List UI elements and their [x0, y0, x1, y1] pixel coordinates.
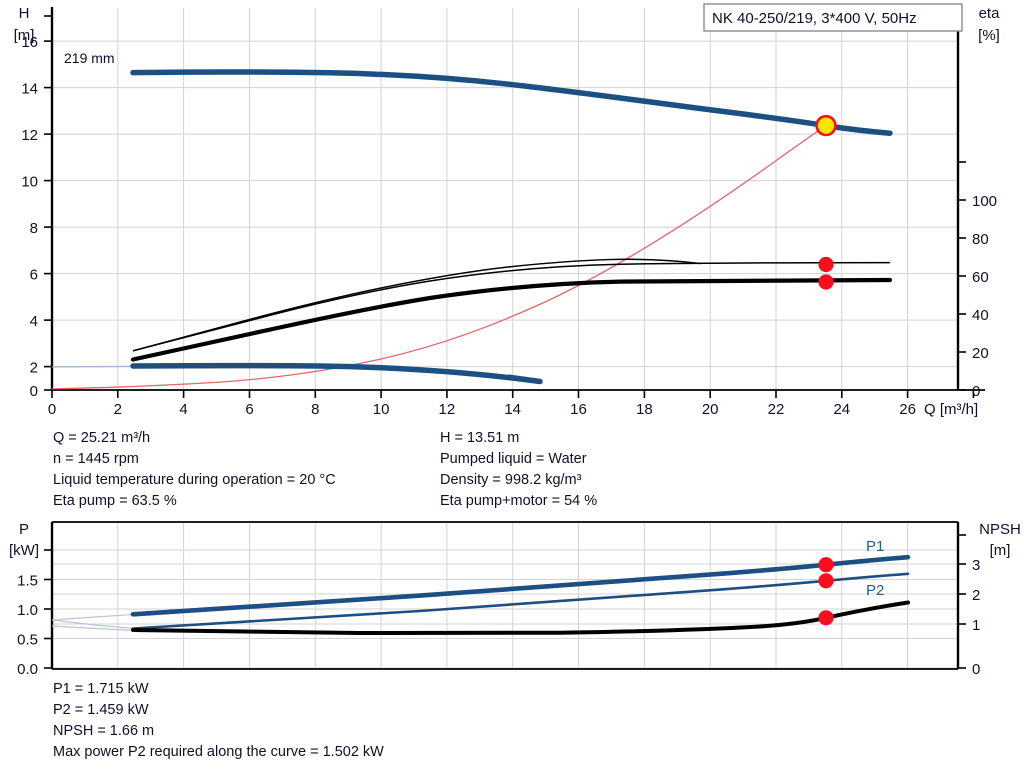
bottom-y-tick-2: 1.0	[17, 602, 38, 619]
top-chart-grid	[52, 8, 958, 390]
duty-point-eta-pump	[818, 274, 834, 290]
bottom-chart-right-ticks	[958, 534, 966, 669]
top-x-tick-18: 18	[636, 401, 653, 418]
info-left-line-2: n = 1445 rpm	[53, 451, 139, 467]
bottom-y-tick-1: 0.5	[17, 632, 38, 649]
top-chart-right-ticks	[958, 161, 966, 391]
top-x-tick-26: 26	[899, 401, 916, 418]
info-left-line-1: Q = 25.21 m³/h	[53, 430, 150, 446]
results-data-block: P1 = 1.715 kW P2 = 1.459 kW NPSH = 1.66 …	[53, 681, 384, 760]
top-x-tick-4: 4	[179, 401, 187, 418]
top-chart-y-left-title-1: H	[19, 5, 30, 22]
info-bottom-line-3: NPSH = 1.66 m	[53, 723, 154, 739]
eta-pump-curve	[130, 277, 893, 362]
bottom-chart-y-left-title-1: P	[19, 521, 29, 538]
top-y-tick-2: 2	[30, 360, 38, 377]
bottom-chart-left-ticks	[44, 549, 52, 669]
bottom-chart-frame	[50, 521, 960, 670]
top-y-tick-0: 0	[30, 383, 38, 400]
bottom-y-tick-3: 1.5	[17, 573, 38, 590]
top-y-tick-16: 16	[21, 34, 38, 51]
info-right-line-1: H = 13.51 m	[440, 430, 519, 446]
duty-point-eta-pump-motor	[818, 256, 834, 273]
head-curve	[130, 362, 543, 385]
top-y-tick-10: 10	[21, 174, 38, 191]
info-bottom-line-1: P1 = 1.715 kW	[53, 681, 149, 697]
top-x-tick-8: 8	[311, 401, 319, 418]
top-x-tick-12: 12	[439, 401, 456, 418]
bottom-y-tick-0: 0.0	[17, 661, 38, 678]
top-chart-left-ticks	[44, 15, 52, 391]
bottom-y2-tick-1: 1	[972, 617, 980, 634]
info-left-line-3: Liquid temperature during operation = 20…	[53, 472, 336, 488]
info-bottom-line-2: P2 = 1.459 kW	[53, 702, 149, 718]
bottom-y2-tick-2: 2	[972, 587, 980, 604]
top-y2-tick-20: 20	[972, 345, 989, 362]
title-box: NK 40-250/219, 3*400 V, 50Hz	[703, 3, 963, 32]
info-right-line-3: Density = 998.2 kg/m³	[440, 472, 582, 488]
duty-point-npsh	[818, 610, 834, 626]
series-label-p2: P2	[866, 582, 884, 599]
info-right-line-2: Pumped liquid = Water	[440, 451, 587, 467]
top-y-tick-14: 14	[21, 81, 38, 98]
p1-curve-extension	[51, 613, 134, 621]
top-y2-tick-80: 80	[972, 231, 989, 248]
top-chart-x-axis-label: Q [m³/h]	[924, 401, 978, 418]
top-x-tick-2: 2	[114, 401, 122, 418]
top-y-tick-12: 12	[21, 127, 38, 144]
bottom-chart-y-right-title-2: [m]	[990, 542, 1011, 559]
info-right-line-4: Eta pump+motor = 54 %	[440, 493, 597, 509]
eta-pump-motor-curve-tail	[132, 261, 891, 352]
top-x-tick-10: 10	[373, 401, 390, 418]
top-y2-tick-40: 40	[972, 307, 989, 324]
p2-curve-extension	[51, 619, 134, 630]
top-x-tick-24: 24	[833, 401, 850, 418]
top-x-tick-0: 0	[48, 401, 56, 418]
bottom-chart-grid	[52, 523, 958, 669]
top-y2-tick-100: 100	[972, 193, 997, 210]
top-y-tick-6: 6	[30, 267, 38, 284]
operating-data-block: Q = 25.21 m³/h n = 1445 rpm Liquid tempe…	[53, 430, 597, 509]
bottom-chart-y-left-title-2: [kW]	[9, 542, 39, 559]
top-y-tick-4: 4	[30, 313, 38, 330]
top-y2-tick-0: 0	[972, 383, 980, 400]
top-y-tick-8: 8	[30, 220, 38, 237]
eta-pump-motor-curve	[132, 258, 701, 352]
system-characteristic-curve	[51, 125, 827, 390]
bottom-chart-y-right-title-1: NPSH	[979, 521, 1021, 538]
top-x-tick-20: 20	[702, 401, 719, 418]
duty-point-p2	[818, 573, 834, 589]
bottom-y2-tick-3: 3	[972, 557, 980, 574]
top-chart-y-right-title-2: [%]	[978, 27, 1000, 44]
top-chart-x-ticks	[51, 390, 975, 398]
top-chart-frame	[50, 7, 985, 391]
top-chart-y-right-title-1: eta	[979, 5, 1001, 22]
info-bottom-line-4: Max power P2 required along the curve = …	[53, 744, 384, 760]
top-y2-tick-60: 60	[972, 269, 989, 286]
top-x-tick-22: 22	[768, 401, 785, 418]
duty-point-head	[815, 114, 837, 137]
top-x-tick-16: 16	[570, 401, 587, 418]
impeller-size-label: 219 mm	[64, 50, 115, 66]
npsh-curve-extension	[51, 625, 134, 631]
title-box-label: NK 40-250/219, 3*400 V, 50Hz	[712, 10, 917, 27]
top-x-tick-6: 6	[245, 401, 253, 418]
top-chart-y-left-title-2: [m]	[14, 27, 35, 44]
top-x-tick-14: 14	[504, 401, 521, 418]
series-label-p1: P1	[866, 538, 884, 555]
bottom-y2-tick-0: 0	[972, 661, 980, 678]
info-left-line-4: Eta pump = 63.5 %	[53, 493, 177, 509]
duty-point-p1	[818, 557, 834, 573]
